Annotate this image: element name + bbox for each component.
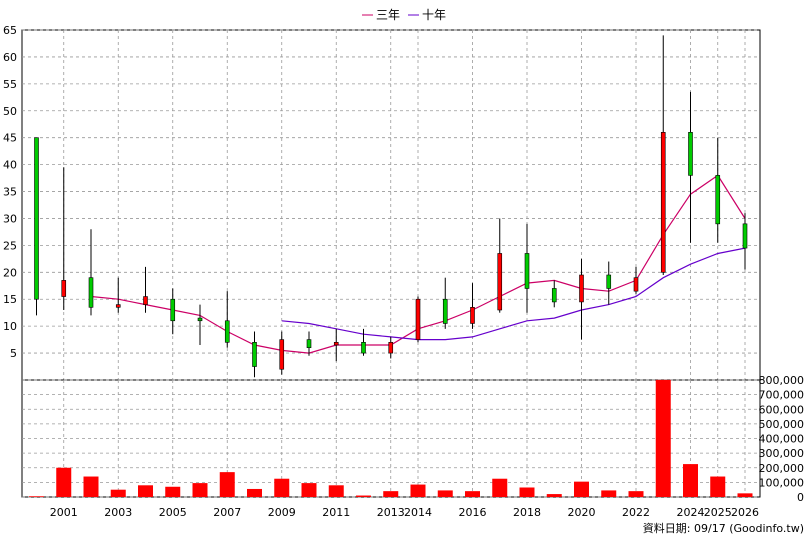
price-y-tick-label: 20 xyxy=(3,266,17,279)
x-tick-label: 2025 xyxy=(704,506,732,519)
x-tick-label: 2016 xyxy=(459,506,487,519)
candle-body xyxy=(715,175,721,225)
candle-body xyxy=(442,298,448,324)
candle-body xyxy=(606,274,612,289)
candle-body xyxy=(170,298,176,322)
volume-bar xyxy=(56,467,72,497)
volume-y-tick-label: 200,000 xyxy=(759,462,805,475)
volume-bar xyxy=(655,379,671,497)
price-y-tick-label: 30 xyxy=(3,212,17,225)
legend-label-1: 十年 xyxy=(422,8,446,22)
price-y-tick-label: 25 xyxy=(3,239,17,252)
price-y-tick-label: 40 xyxy=(3,159,17,172)
volume-bar xyxy=(247,488,262,497)
volume-bar xyxy=(437,490,453,497)
volume-bar xyxy=(465,491,480,497)
volume-y-tick-label: 600,000 xyxy=(759,403,805,416)
volume-y-tick-label: 0 xyxy=(797,491,804,504)
candle-body xyxy=(197,317,203,322)
volume-bar xyxy=(683,464,698,497)
x-tick-label: 2007 xyxy=(213,506,241,519)
candle-body xyxy=(660,132,666,273)
candle-body xyxy=(688,132,693,176)
volume-bar xyxy=(519,487,535,497)
x-tick-label: 2022 xyxy=(622,506,650,519)
volume-bar xyxy=(138,485,153,497)
volume-bar xyxy=(410,484,426,497)
volume-bar xyxy=(492,478,508,497)
candle-body xyxy=(633,277,639,292)
x-tick-label: 2005 xyxy=(159,506,187,519)
volume-bar xyxy=(737,493,753,497)
legend: 三年 十年 xyxy=(362,8,446,22)
volume-bar xyxy=(301,483,317,497)
candle-body xyxy=(524,253,530,289)
x-tick-label: 2020 xyxy=(568,506,596,519)
x-tick-label: 2009 xyxy=(268,506,296,519)
price-y-tick-label: 50 xyxy=(3,105,17,118)
x-tick-label: 2011 xyxy=(322,506,350,519)
price-y-tick-label: 65 xyxy=(3,24,17,37)
volume-bar xyxy=(165,486,181,497)
x-tick-label: 2003 xyxy=(104,506,132,519)
volume-y-tick-label: 400,000 xyxy=(759,433,805,446)
volume-bar xyxy=(192,483,208,497)
moving-average-line-1 xyxy=(281,247,746,341)
candle-body xyxy=(742,223,748,249)
volume-bar xyxy=(710,476,726,497)
candle-body xyxy=(497,253,503,311)
volume-bar xyxy=(356,495,371,497)
candle-body xyxy=(115,304,121,308)
candle-body xyxy=(34,137,39,300)
candle-body xyxy=(252,342,257,367)
candle-body xyxy=(333,342,339,346)
footer-source: 資料日期: 09/17 (Goodinfo.tw) xyxy=(643,521,804,535)
price-y-tick-label: 35 xyxy=(3,186,17,199)
volume-bar xyxy=(219,472,235,497)
x-tick-label: 2014 xyxy=(404,506,432,519)
candle-body xyxy=(61,280,67,297)
volume-bar xyxy=(83,476,99,497)
price-panel: 5 10 15 20 25 30 35 40 45 50 55 60 65 xyxy=(3,24,761,381)
candle-body xyxy=(224,320,230,343)
volume-y-tick-label: 800,000 xyxy=(759,374,805,387)
candle-body xyxy=(143,296,148,305)
x-tick-label: 2001 xyxy=(50,506,78,519)
volume-y-tick-label: 300,000 xyxy=(759,447,805,460)
volume-bar xyxy=(546,494,562,497)
candle-body xyxy=(306,339,312,348)
x-tick-label: 2018 xyxy=(513,506,541,519)
legend-label-0: 三年 xyxy=(376,8,400,22)
volume-y-tick-label: 100,000 xyxy=(759,476,805,489)
x-tick-label: 2026 xyxy=(731,506,759,519)
candle-body xyxy=(279,339,285,370)
x-tick-label: 2013 xyxy=(377,506,405,519)
volume-bar xyxy=(110,489,126,497)
candle-body xyxy=(388,342,394,354)
volume-bar xyxy=(29,496,44,497)
volume-bar xyxy=(383,491,399,497)
candle-body xyxy=(88,277,94,308)
candle-body xyxy=(415,298,421,340)
candle-body xyxy=(551,288,557,303)
price-y-tick-label: 60 xyxy=(3,51,17,64)
candle-body xyxy=(470,307,475,324)
volume-y-tick-label: 500,000 xyxy=(759,418,805,431)
candle-body xyxy=(579,274,584,303)
price-y-tick-label: 15 xyxy=(3,293,17,306)
price-y-tick-label: 55 xyxy=(3,78,17,91)
price-y-tick-label: 5 xyxy=(10,347,17,360)
volume-bar xyxy=(628,491,644,497)
volume-bar xyxy=(328,485,344,497)
price-y-tick-label: 10 xyxy=(3,320,17,333)
candle-body xyxy=(361,342,366,354)
price-y-tick-label: 45 xyxy=(3,132,17,145)
volume-bar xyxy=(601,490,617,497)
volume-y-tick-label: 700,000 xyxy=(759,389,805,402)
volume-bar xyxy=(574,481,589,497)
volume-bar xyxy=(274,478,290,497)
x-tick-label: 2024 xyxy=(677,506,705,519)
